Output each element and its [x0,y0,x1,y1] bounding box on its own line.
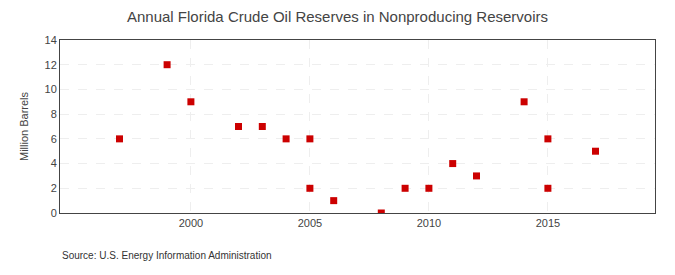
svg-text:4: 4 [51,157,57,169]
svg-text:2010: 2010 [417,217,441,229]
svg-text:Million Barrels: Million Barrels [18,91,30,161]
svg-text:2000: 2000 [179,217,203,229]
svg-text:8: 8 [51,108,57,120]
svg-text:0: 0 [51,207,57,219]
svg-text:2015: 2015 [536,217,560,229]
svg-text:10: 10 [45,83,57,95]
svg-text:2005: 2005 [298,217,322,229]
svg-text:6: 6 [51,133,57,145]
svg-text:Annual Florida Crude Oil Reser: Annual Florida Crude Oil Reserves in Non… [127,8,548,25]
svg-text:2: 2 [51,182,57,194]
svg-text:14: 14 [45,34,57,46]
svg-text:12: 12 [45,59,57,71]
svg-text:Source: U.S. Energy Informatio: Source: U.S. Energy Information Administ… [62,250,272,261]
